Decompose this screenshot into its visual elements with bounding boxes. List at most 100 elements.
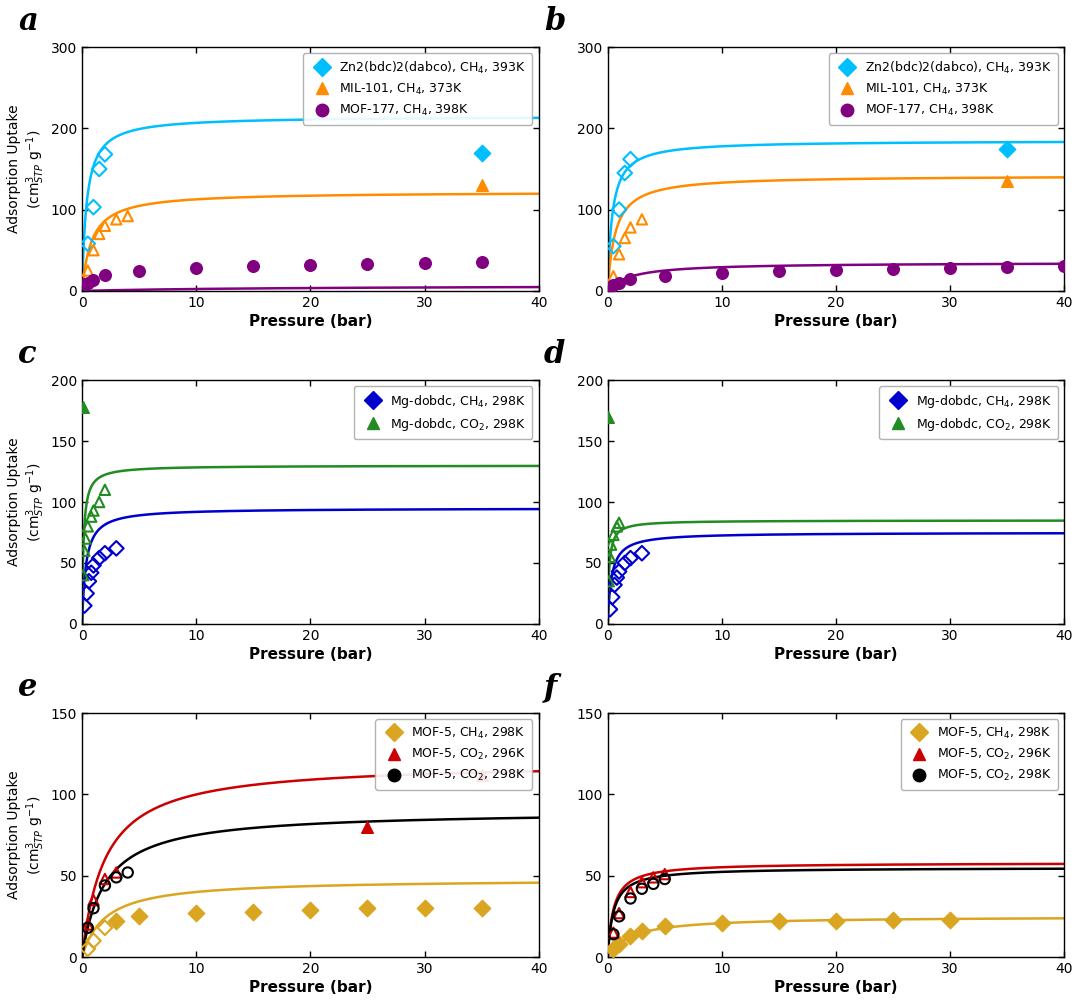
Point — [602, 549, 619, 565]
Y-axis label: Adsorption Uptake
(cm$^3_{\mathit{STP}}$ g$^{-1}$): Adsorption Uptake (cm$^3_{\mathit{STP}}$… — [6, 104, 46, 233]
Point — [85, 199, 103, 215]
Point — [645, 870, 662, 886]
Point — [91, 161, 108, 177]
Point — [76, 597, 93, 613]
Point — [188, 905, 205, 921]
Point — [85, 557, 103, 573]
Point — [75, 399, 92, 415]
Point — [608, 518, 625, 534]
Point — [85, 933, 103, 949]
Point — [131, 263, 148, 279]
Point — [473, 144, 490, 160]
Point — [473, 255, 490, 271]
Point — [602, 601, 619, 617]
Point — [610, 515, 627, 531]
Point — [605, 269, 622, 285]
Point — [82, 509, 99, 525]
Legend: Zn2(bdc)2(dabco), CH$_4$, 393K, MIL-101, CH$_4$, 373K, MOF-177, CH$_4$, 398K: Zn2(bdc)2(dabco), CH$_4$, 393K, MIL-101,… — [302, 53, 532, 124]
X-axis label: Pressure (bar): Pressure (bar) — [248, 647, 373, 662]
Point — [770, 264, 787, 280]
Point — [85, 900, 103, 916]
Point — [999, 173, 1016, 189]
Point — [610, 246, 627, 263]
Point — [96, 217, 113, 233]
Point — [622, 272, 639, 288]
Point — [617, 230, 634, 246]
Point — [79, 275, 96, 291]
Point — [622, 891, 639, 907]
Point — [599, 409, 617, 425]
Point — [633, 874, 650, 890]
Point — [108, 913, 125, 929]
Y-axis label: Adsorption Uptake
(cm$^3_{\mathit{STP}}$ g$^{-1}$): Adsorption Uptake (cm$^3_{\mathit{STP}}$… — [6, 438, 46, 566]
Point — [96, 871, 113, 887]
Point — [416, 900, 433, 916]
Text: b: b — [543, 6, 565, 37]
Point — [606, 577, 623, 593]
Point — [359, 819, 376, 835]
Point — [885, 261, 902, 277]
Point — [713, 265, 730, 281]
Point — [91, 226, 108, 242]
Point — [657, 269, 674, 285]
Point — [85, 892, 103, 908]
Point — [79, 941, 96, 957]
Point — [622, 550, 639, 566]
Point — [416, 256, 433, 272]
Point — [605, 278, 622, 294]
Point — [79, 518, 96, 534]
Point — [96, 268, 113, 284]
Point — [633, 881, 650, 897]
Point — [119, 208, 136, 224]
Point — [622, 928, 639, 944]
Point — [610, 275, 627, 291]
Text: c: c — [18, 340, 37, 371]
Text: a: a — [18, 6, 38, 37]
Point — [245, 259, 262, 275]
Point — [605, 926, 622, 942]
Legend: MOF-5, CH$_4$, 298K, MOF-5, CO$_2$, 296K, MOF-5, CO$_2$, 298K: MOF-5, CH$_4$, 298K, MOF-5, CO$_2$, 296K… — [901, 719, 1058, 790]
Point — [79, 235, 96, 252]
Point — [604, 589, 621, 605]
Point — [610, 909, 627, 925]
Point — [359, 257, 376, 273]
Point — [622, 884, 639, 900]
Point — [622, 151, 639, 167]
Point — [96, 545, 113, 561]
Point — [96, 878, 113, 894]
Point — [610, 201, 627, 217]
Point — [108, 211, 125, 227]
Legend: MOF-5, CH$_4$, 298K, MOF-5, CO$_2$, 296K, MOF-5, CO$_2$, 298K: MOF-5, CH$_4$, 298K, MOF-5, CO$_2$, 296K… — [375, 719, 532, 790]
Point — [657, 866, 674, 882]
Point — [657, 918, 674, 934]
X-axis label: Pressure (bar): Pressure (bar) — [774, 314, 897, 329]
Point — [76, 543, 93, 559]
Point — [96, 482, 113, 498]
Point — [79, 917, 96, 933]
Point — [301, 902, 319, 918]
Point — [473, 767, 490, 783]
X-axis label: Pressure (bar): Pressure (bar) — [774, 980, 897, 995]
X-axis label: Pressure (bar): Pressure (bar) — [248, 980, 373, 995]
Point — [79, 920, 96, 936]
Point — [827, 913, 845, 929]
Point — [91, 494, 108, 510]
Point — [617, 165, 634, 181]
X-axis label: Pressure (bar): Pressure (bar) — [774, 647, 897, 662]
Point — [770, 913, 787, 929]
Point — [77, 277, 94, 293]
Point — [617, 555, 634, 571]
Point — [827, 262, 845, 278]
Point — [603, 279, 620, 295]
Point — [91, 550, 108, 566]
Point — [80, 573, 97, 589]
Point — [622, 219, 639, 235]
Point — [633, 211, 650, 227]
Point — [131, 909, 148, 925]
Point — [610, 905, 627, 921]
Point — [610, 936, 627, 952]
Point — [605, 238, 622, 255]
Point — [78, 585, 95, 601]
Point — [633, 545, 650, 561]
Point — [79, 263, 96, 279]
